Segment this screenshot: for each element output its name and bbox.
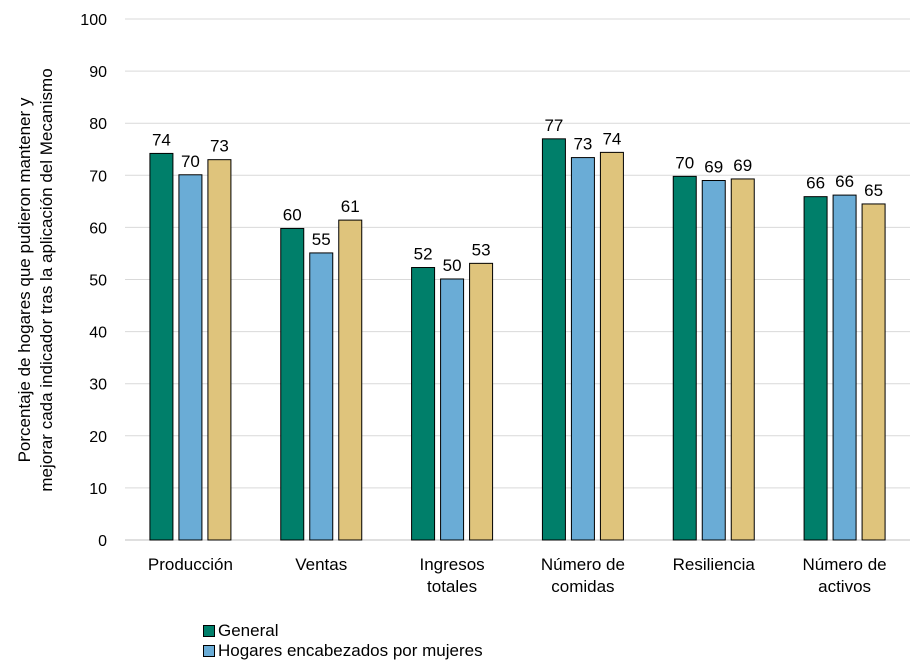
y-axis-ticks: 0 10 20 30 40 50 60 70 80 90 100 (80, 12, 107, 550)
bar (411, 267, 436, 541)
x-category-label: totales (427, 577, 477, 596)
x-category-label: Producción (148, 555, 233, 574)
legend-label: General (218, 621, 279, 640)
data-label: 74 (602, 129, 621, 148)
data-label: 53 (472, 240, 491, 259)
data-label: 60 (283, 205, 302, 224)
x-category-label: Número de (541, 555, 625, 574)
legend-item: General (203, 621, 483, 641)
y-tick-label: 100 (80, 12, 107, 29)
data-label: 69 (733, 156, 752, 175)
y-tick-label: 50 (89, 273, 107, 290)
bar (541, 138, 566, 541)
data-label: 50 (443, 256, 462, 275)
bar (832, 194, 857, 541)
y-tick-label: 10 (89, 481, 107, 498)
legend-swatch (203, 645, 215, 657)
data-label: 70 (675, 153, 694, 172)
data-label: 55 (312, 230, 331, 249)
x-category-label: activos (818, 577, 871, 596)
y-tick-label: 80 (89, 116, 107, 133)
y-tick-label: 30 (89, 377, 107, 394)
x-category-label: Resiliencia (673, 555, 756, 574)
bar (701, 180, 726, 541)
y-tick-label: 60 (89, 220, 107, 237)
bar (440, 278, 465, 541)
data-labels: 74 70 73 60 55 61 52 50 53 77 73 74 70 69 69 66 66 65 (152, 116, 883, 275)
bar (309, 252, 334, 541)
bar (861, 203, 886, 541)
x-axis-categories: Producción Ventas Ingresos totales Número de… (148, 555, 887, 596)
y-axis-label-line: Porcentaje de hogares que pudieron mante… (15, 97, 34, 462)
y-tick-label: 90 (89, 64, 107, 81)
data-label: 73 (573, 135, 592, 154)
data-label: 69 (704, 158, 723, 177)
bar (338, 219, 363, 541)
bar (570, 157, 595, 541)
x-category-label: Número de (803, 555, 887, 574)
bar (207, 159, 232, 541)
legend-swatch (203, 625, 215, 637)
y-tick-label: 40 (89, 325, 107, 342)
y-tick-label: 20 (89, 429, 107, 446)
bar (280, 227, 305, 541)
legend-item: Hogares encabezados por mujeres (203, 641, 483, 661)
bar (803, 196, 828, 541)
bar (599, 151, 624, 541)
data-label: 61 (341, 197, 360, 216)
data-label: 70 (181, 152, 200, 171)
y-tick-label: 70 (89, 168, 107, 185)
gridlines (125, 18, 910, 541)
bar (672, 175, 697, 541)
bar (469, 262, 494, 541)
y-axis-label-line: mejorar cada indicador tras la aplicació… (37, 68, 56, 491)
data-label: 73 (210, 137, 229, 156)
data-label: 77 (544, 116, 563, 135)
data-label: 66 (806, 174, 825, 193)
y-tick-label: 0 (98, 533, 107, 550)
x-category-label: Ventas (295, 555, 347, 574)
bar (730, 178, 755, 541)
data-label: 74 (152, 130, 171, 149)
bars (149, 138, 886, 541)
data-label: 52 (414, 245, 433, 264)
bar (178, 174, 203, 541)
x-category-label: comidas (551, 577, 614, 596)
legend: General Hogares encabezados por mujeres (203, 621, 483, 661)
data-label: 65 (864, 181, 883, 200)
y-axis-label: Porcentaje de hogares que pudieron mante… (15, 68, 56, 491)
legend-label: Hogares encabezados por mujeres (218, 641, 483, 660)
x-category-label: Ingresos (419, 555, 484, 574)
bar-chart: 0 10 20 30 40 50 60 70 80 90 100 74 70 73 60 55 61 52 50 5… (15, 12, 910, 596)
bar (149, 152, 174, 541)
data-label: 66 (835, 172, 854, 191)
